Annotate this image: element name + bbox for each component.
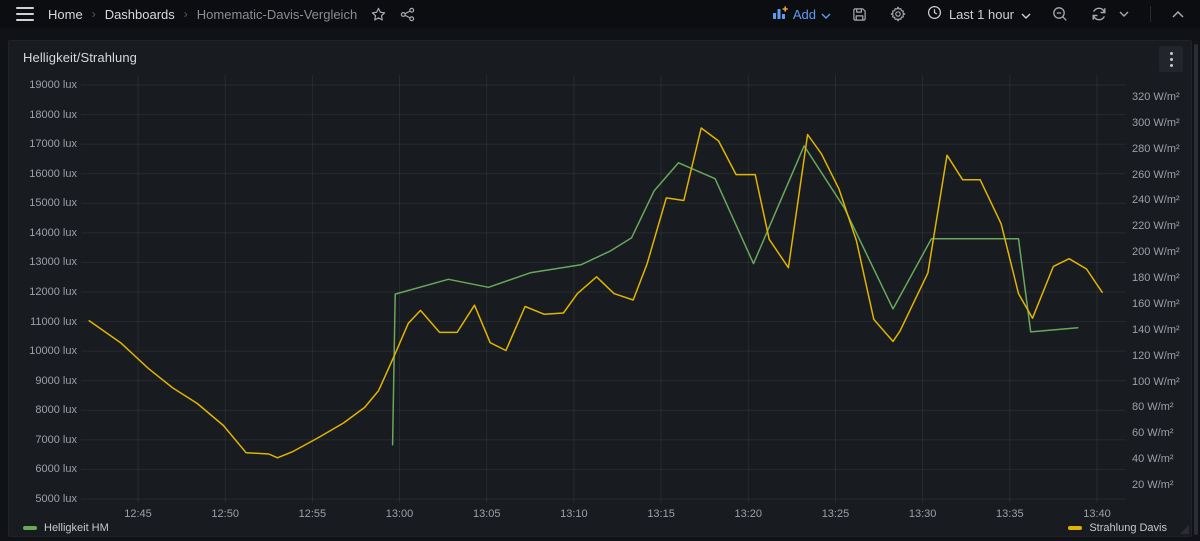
x-axis-tick-label: 12:55 xyxy=(298,508,327,520)
y-right-tick-label: 220 W/m² xyxy=(1132,220,1180,233)
legend-label: Strahlung Davis xyxy=(1089,522,1167,534)
x-axis-tick-label: 13:05 xyxy=(472,508,501,520)
x-axis-tick-label: 13:35 xyxy=(996,508,1024,520)
y-right-tick-label: 200 W/m² xyxy=(1132,246,1180,259)
y-left-tick-label: 19000 lux xyxy=(29,79,77,91)
save-dashboard-icon[interactable] xyxy=(850,5,869,24)
share-icon[interactable] xyxy=(398,5,417,24)
time-range-label: Last 1 hour xyxy=(948,6,1014,22)
add-button[interactable]: Add xyxy=(772,5,831,23)
y-right-tick-label: 180 W/m² xyxy=(1132,272,1180,285)
clock-icon xyxy=(927,5,942,23)
timeseries-panel: Helligkeit/Strahlung 19000 lux 18000 lux 1… xyxy=(8,40,1192,537)
y-left-tick-label: 9000 lux xyxy=(35,374,77,387)
refresh-interval-chevron-icon[interactable] xyxy=(1117,9,1131,19)
legend-swatch-green xyxy=(23,526,37,530)
chart-canvas[interactable] xyxy=(9,41,1193,538)
x-axis-tick-label: 13:15 xyxy=(647,508,675,520)
y-left-tick-label: 12000 lux xyxy=(29,285,77,298)
x-axis-tick-label: 13:25 xyxy=(821,508,850,520)
breadcrumb: Home › Dashboards › Homematic-Davis-Verg… xyxy=(48,7,357,22)
panel-title[interactable]: Helligkeit/Strahlung xyxy=(23,50,138,65)
breadcrumb-home[interactable]: Home xyxy=(48,6,83,22)
y-right-tick-label: 100 W/m² xyxy=(1132,375,1180,388)
refresh-icon[interactable] xyxy=(1089,4,1109,24)
navbar-divider xyxy=(1150,6,1151,22)
scrollbar-thumb[interactable] xyxy=(1194,44,1198,535)
y-left-tick-label: 8000 lux xyxy=(35,404,77,417)
add-panel-icon xyxy=(772,5,788,23)
y-right-tick-label: 160 W/m² xyxy=(1132,297,1180,310)
time-range-picker[interactable]: Last 1 hour xyxy=(927,5,1031,23)
legend-swatch-yellow xyxy=(1068,526,1083,530)
dashboard-settings-gear-icon[interactable] xyxy=(888,4,908,24)
legend-item-helligkeit-hm[interactable]: Helligkeit HM xyxy=(23,522,109,534)
x-axis-tick-label: 13:20 xyxy=(734,508,763,520)
y-right-tick-label: 240 W/m² xyxy=(1132,194,1180,207)
breadcrumb-current: Homematic-Davis-Vergleich xyxy=(196,6,358,22)
y-left-tick-label: 16000 lux xyxy=(29,167,77,180)
y-right-tick-label: 320 W/m² xyxy=(1132,91,1180,103)
y-left-tick-label: 5000 lux xyxy=(35,492,77,505)
y-right-tick-label: 120 W/m² xyxy=(1132,349,1180,362)
breadcrumb-separator-icon: › xyxy=(91,7,96,21)
x-axis-tick-label: 13:00 xyxy=(385,508,414,520)
x-axis-tick-label: 12:45 xyxy=(124,508,152,520)
y-left-tick-label: 10000 lux xyxy=(29,345,77,358)
zoom-out-icon[interactable] xyxy=(1050,4,1070,24)
y-right-tick-label: 60 W/m² xyxy=(1132,427,1174,440)
y-right-tick-label: 20 W/m² xyxy=(1132,478,1174,491)
y-left-tick-label: 15000 lux xyxy=(29,197,77,210)
x-axis-tick-label: 13:40 xyxy=(1083,508,1111,520)
y-left-tick-label: 7000 lux xyxy=(35,433,77,446)
chevron-down-icon xyxy=(1021,7,1031,22)
add-button-label: Add xyxy=(792,6,816,22)
series-line-1 xyxy=(88,127,1103,459)
favorite-star-icon[interactable] xyxy=(369,5,388,24)
x-axis-tick-label: 13:10 xyxy=(560,508,588,520)
y-right-tick-label: 300 W/m² xyxy=(1132,116,1180,129)
series-line-0 xyxy=(391,145,1079,446)
chevron-down-icon xyxy=(821,7,831,22)
breadcrumb-separator-icon: › xyxy=(183,7,188,21)
breadcrumb-dashboards[interactable]: Dashboards xyxy=(104,6,175,22)
y-left-tick-label: 11000 lux xyxy=(30,315,77,328)
y-left-tick-label: 18000 lux xyxy=(29,108,77,121)
y-left-tick-label: 17000 lux xyxy=(29,138,77,151)
legend-item-strahlung-davis[interactable]: Strahlung Davis xyxy=(1068,522,1167,534)
y-right-tick-label: 280 W/m² xyxy=(1132,142,1180,155)
legend-label: Helligkeit HM xyxy=(44,522,109,534)
y-left-tick-label: 14000 lux xyxy=(29,226,77,239)
y-left-tick-label: 6000 lux xyxy=(35,463,77,476)
panel-resize-handle[interactable] xyxy=(1180,525,1189,534)
navbar: Home › Dashboards › Homematic-Davis-Verg… xyxy=(0,0,1200,28)
x-axis-tick-label: 12:50 xyxy=(211,508,239,520)
collapse-controls-chevron-up-icon[interactable] xyxy=(1170,9,1186,20)
x-axis-tick-label: 13:30 xyxy=(908,508,937,520)
y-right-tick-label: 80 W/m² xyxy=(1132,401,1174,414)
y-right-tick-label: 260 W/m² xyxy=(1132,168,1180,181)
panel-menu-kebab-icon[interactable] xyxy=(1159,46,1183,72)
y-right-tick-label: 140 W/m² xyxy=(1132,323,1180,336)
menu-icon[interactable] xyxy=(14,5,36,23)
y-right-tick-label: 40 W/m² xyxy=(1132,453,1174,466)
y-left-tick-label: 13000 lux xyxy=(29,256,77,269)
